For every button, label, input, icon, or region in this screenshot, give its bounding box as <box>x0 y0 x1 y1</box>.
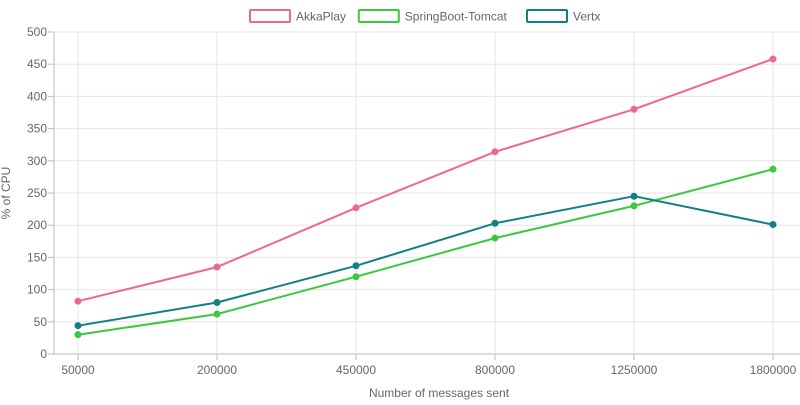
legend-item[interactable]: SpringBoot-Tomcat <box>357 9 508 24</box>
y-tick-label: 250 <box>27 186 47 200</box>
legend-label: Vertx <box>573 10 600 24</box>
y-axis-title: % of CPU <box>0 167 13 220</box>
x-tick-label: 450000 <box>336 363 376 377</box>
y-tick-label: 50 <box>34 315 48 329</box>
legend-swatch <box>249 9 291 23</box>
y-tick-label: 100 <box>27 283 47 297</box>
data-point[interactable] <box>491 234 499 242</box>
axes: 0 50 100 150 200 250 300 350 400 450 500 50000 20000… <box>27 25 797 377</box>
x-tick-label: 50000 <box>61 363 95 377</box>
legend-swatch <box>357 9 400 23</box>
data-point[interactable] <box>352 273 360 281</box>
data-point[interactable] <box>352 204 360 212</box>
series-line <box>77 168 774 336</box>
grid-lines <box>54 31 800 355</box>
data-point[interactable] <box>213 298 221 306</box>
y-tick-label: 450 <box>27 57 47 71</box>
x-tick-label: 1800000 <box>750 363 797 377</box>
legend-item[interactable]: AkkaPlay <box>249 9 346 24</box>
y-tick-label: 400 <box>27 89 47 103</box>
legend: AkkaPlay SpringBoot-Tomcat Vertx <box>249 9 600 24</box>
x-axis-title: Number of messages sent <box>369 386 510 400</box>
data-point[interactable] <box>213 310 221 318</box>
data-point[interactable] <box>630 202 638 210</box>
data-point[interactable] <box>491 148 499 156</box>
x-tick-label: 200000 <box>197 363 237 377</box>
data-point[interactable] <box>769 221 777 229</box>
data-point[interactable] <box>352 262 360 270</box>
series-lines <box>74 55 777 339</box>
data-point[interactable] <box>491 219 499 227</box>
legend-item[interactable]: Vertx <box>526 9 600 24</box>
series-line <box>77 58 774 303</box>
x-tick-label: 1250000 <box>611 363 658 377</box>
legend-swatch <box>526 9 568 23</box>
y-tick-label: 500 <box>27 25 47 39</box>
data-point[interactable] <box>769 55 777 63</box>
legend-label: AkkaPlay <box>296 10 346 24</box>
x-tick-label: 800000 <box>475 363 515 377</box>
legend-label: SpringBoot-Tomcat <box>405 10 508 24</box>
data-point[interactable] <box>74 322 82 330</box>
data-point[interactable] <box>769 165 777 173</box>
y-tick-label: 200 <box>27 218 47 232</box>
y-tick-label: 0 <box>40 347 47 361</box>
y-tick-label: 300 <box>27 154 47 168</box>
y-tick-label: 350 <box>27 122 47 136</box>
data-point[interactable] <box>630 192 638 200</box>
data-point[interactable] <box>213 263 221 271</box>
data-point[interactable] <box>74 297 82 305</box>
series-line <box>77 195 774 327</box>
data-point[interactable] <box>630 105 638 113</box>
data-point[interactable] <box>74 331 82 339</box>
y-tick-label: 150 <box>27 250 47 264</box>
